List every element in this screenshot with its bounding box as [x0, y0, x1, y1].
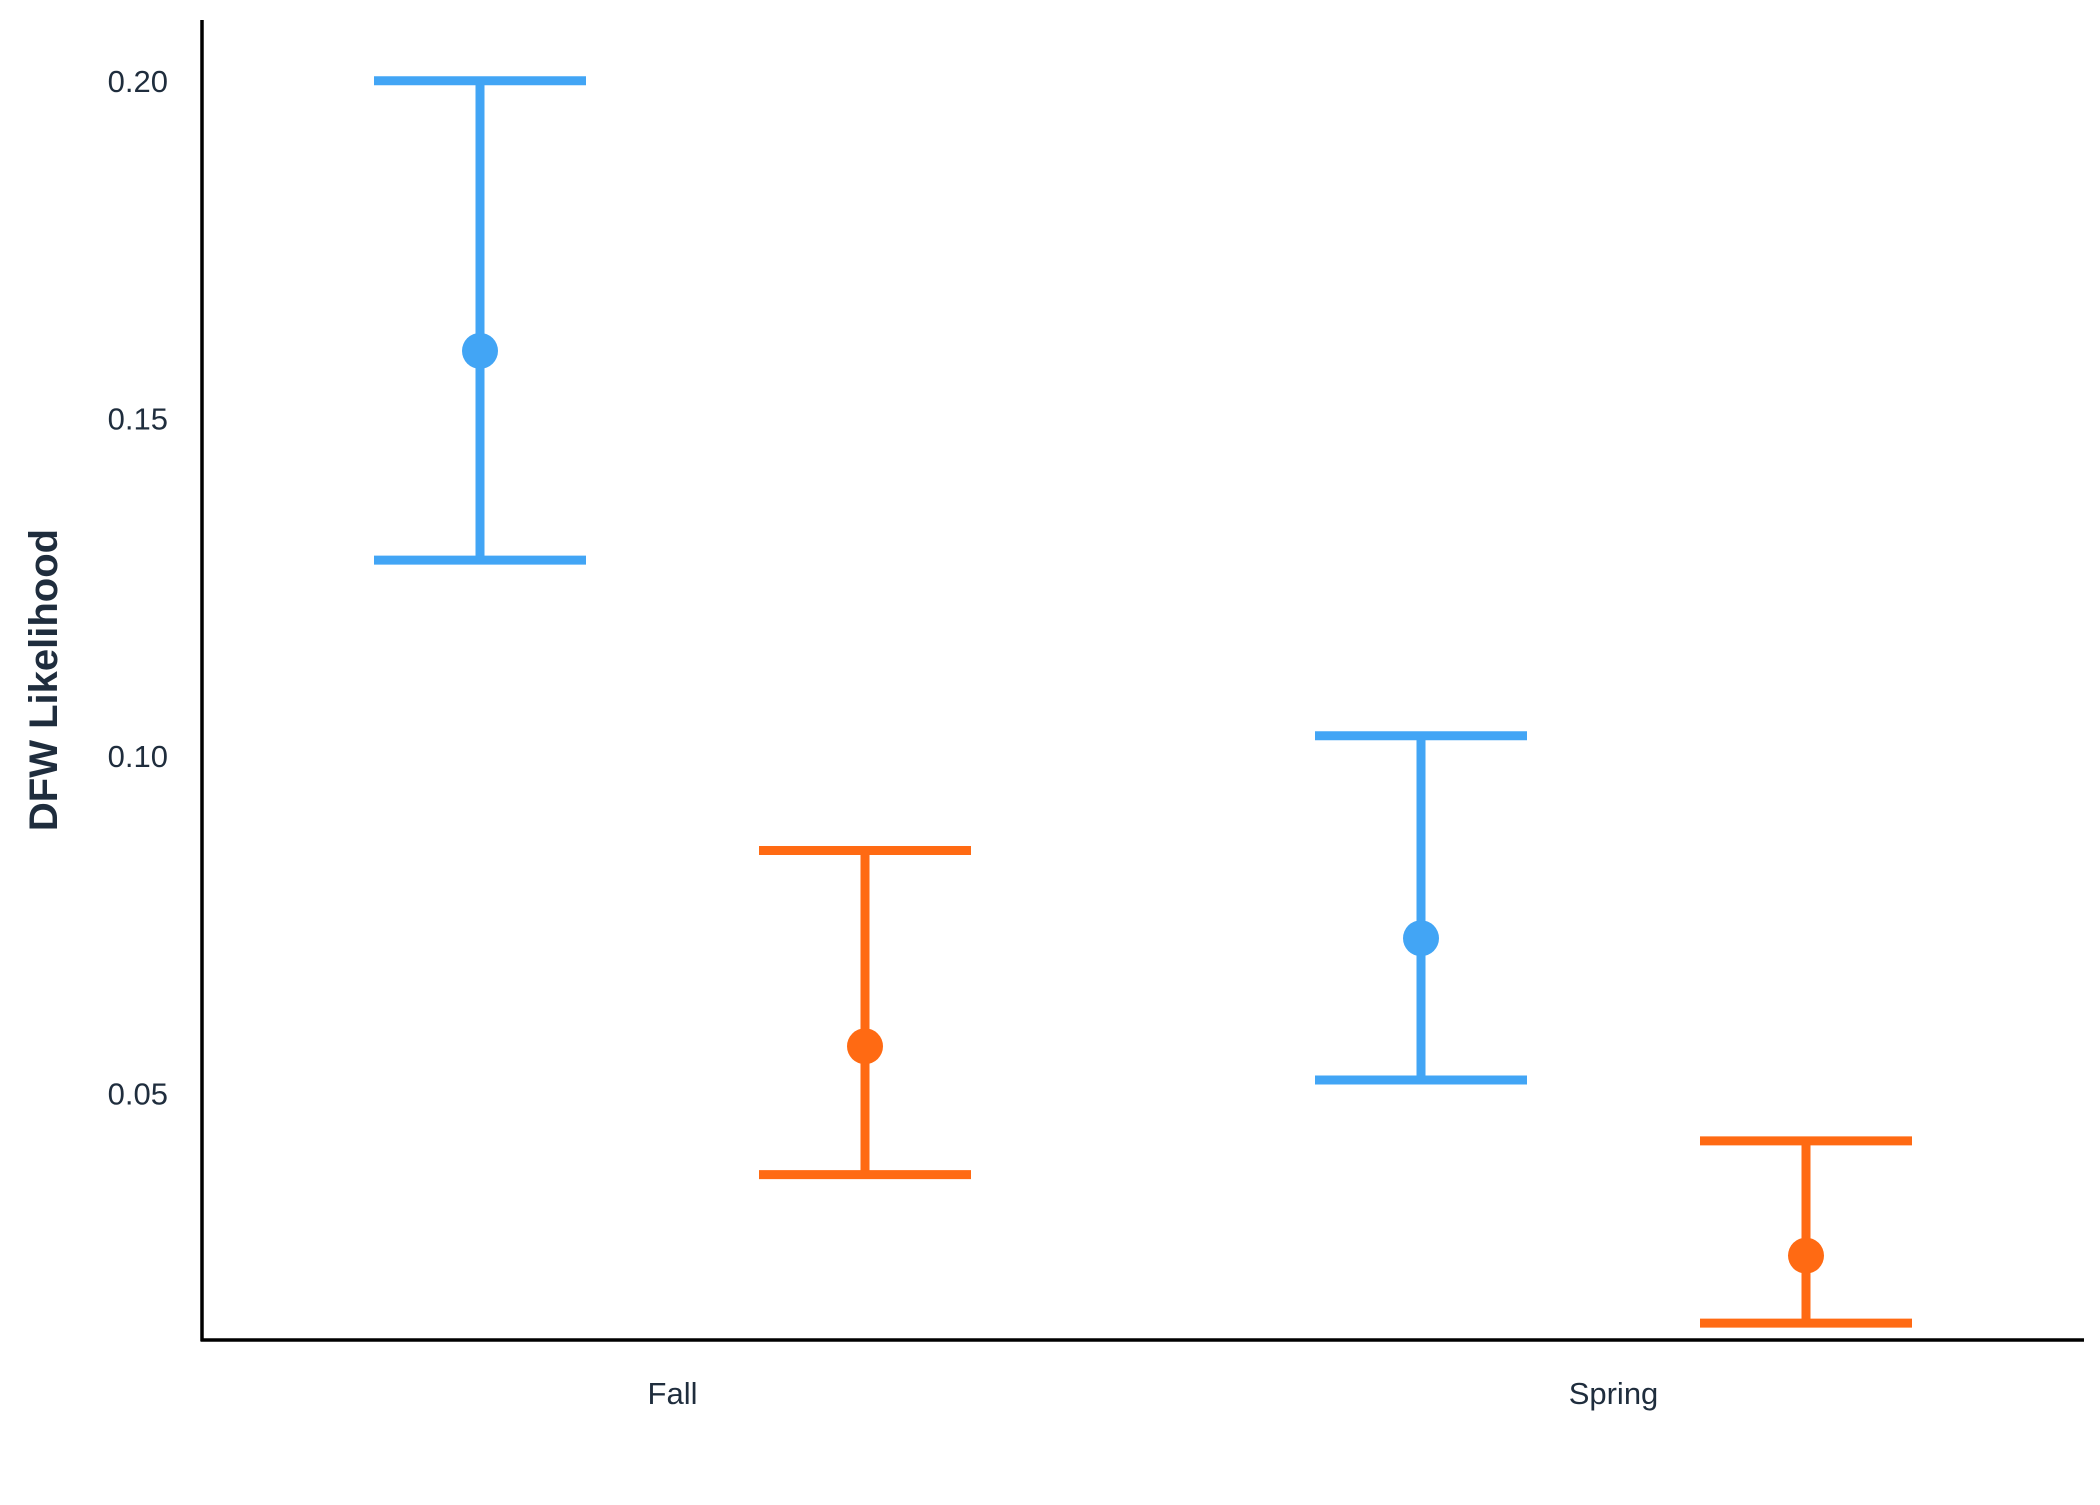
error-bars — [374, 76, 1912, 1328]
axes — [200, 20, 2084, 1342]
x-tick-label: Fall — [648, 1376, 698, 1411]
y-tick-label: 0.15 — [108, 401, 168, 436]
error-bar-group — [1700, 1136, 1912, 1328]
estimate-point — [1403, 920, 1439, 957]
y-tick-label: 0.20 — [108, 64, 168, 99]
y-tick-label: 0.10 — [108, 739, 168, 774]
error-bar-group — [759, 845, 971, 1180]
estimate-point — [1788, 1237, 1824, 1274]
error-bar-group — [374, 76, 586, 565]
x-tick-labels: Fall Spring — [648, 1376, 1659, 1411]
error-bar-group — [1315, 731, 1527, 1085]
y-tick-label: 0.05 — [108, 1077, 168, 1112]
x-tick-label: Spring — [1569, 1376, 1659, 1411]
y-axis-title: DFW Likelihood — [22, 529, 66, 831]
estimate-point — [847, 1028, 883, 1065]
y-tick-labels: 0.05 0.10 0.15 0.20 — [108, 64, 168, 1112]
estimate-point — [462, 332, 498, 369]
